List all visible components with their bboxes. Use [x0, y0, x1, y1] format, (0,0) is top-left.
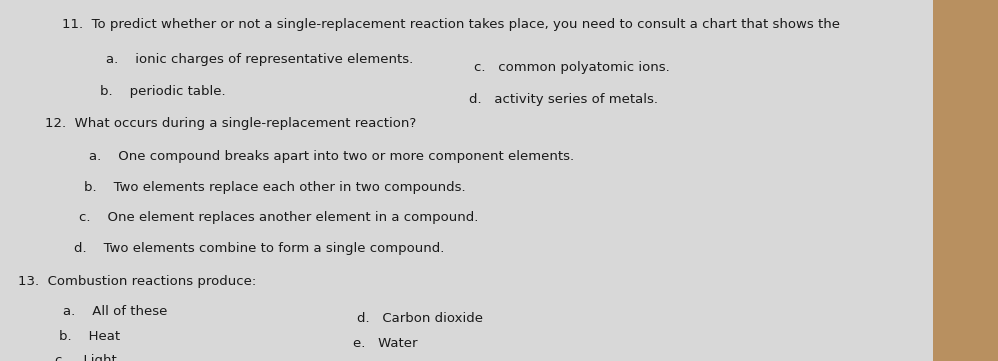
Text: 13.  Combustion reactions produce:: 13. Combustion reactions produce: — [18, 275, 256, 288]
Text: b.    Two elements replace each other in two compounds.: b. Two elements replace each other in tw… — [84, 181, 466, 194]
Text: d.   activity series of metals.: d. activity series of metals. — [469, 93, 658, 106]
Text: c.    One element replaces another element in a compound.: c. One element replaces another element … — [79, 212, 478, 225]
Text: 11.  To predict whether or not a single-replacement reaction takes place, you ne: 11. To predict whether or not a single-r… — [62, 18, 839, 31]
Text: a.    All of these: a. All of these — [63, 305, 168, 318]
Text: 12.  What occurs during a single-replacement reaction?: 12. What occurs during a single-replacem… — [45, 117, 416, 130]
Bar — [933, 0, 998, 361]
Text: a.    One compound breaks apart into two or more component elements.: a. One compound breaks apart into two or… — [90, 150, 575, 163]
Text: e.   Water: e. Water — [352, 337, 417, 350]
Text: c.   common polyatomic ions.: c. common polyatomic ions. — [474, 61, 670, 74]
Text: d.    Two elements combine to form a single compound.: d. Two elements combine to form a single… — [74, 242, 444, 255]
Text: c.    Light: c. Light — [55, 354, 117, 361]
Text: b.    periodic table.: b. periodic table. — [101, 85, 226, 98]
Text: b.    Heat: b. Heat — [59, 330, 120, 343]
Text: d.   Carbon dioxide: d. Carbon dioxide — [357, 312, 483, 325]
Text: a.    ionic charges of representative elements.: a. ionic charges of representative eleme… — [106, 53, 413, 66]
